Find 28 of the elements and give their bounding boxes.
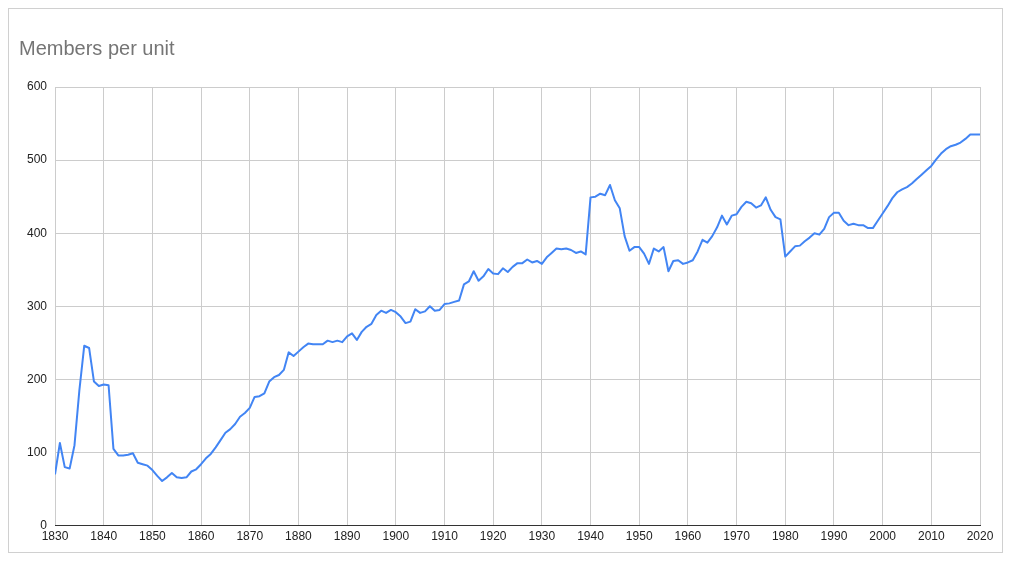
x-tick-label: 2010 [917, 529, 945, 544]
chart-title: Members per unit [19, 36, 176, 59]
x-tick-label: 1900 [382, 529, 410, 544]
x-tick-label: 1970 [723, 529, 751, 544]
x-tick-label: 1870 [236, 529, 264, 544]
y-tick-label: 300 [26, 298, 48, 313]
x-tick-label: 2000 [869, 529, 897, 544]
x-tick-label: 1890 [333, 529, 361, 544]
x-tick-label: 1850 [139, 529, 167, 544]
x-tick-label: 1920 [479, 529, 507, 544]
y-tick-label: 600 [26, 79, 48, 94]
x-tick-label: 1930 [528, 529, 556, 544]
x-tick-label: 1880 [285, 529, 313, 544]
y-tick-label: 0 [40, 517, 48, 532]
y-tick-label: 400 [26, 225, 48, 240]
x-tick-label: 1910 [431, 529, 459, 544]
x-tick-label: 1950 [625, 529, 653, 544]
y-tick-label: 200 [26, 371, 48, 386]
x-tick-label: 1830 [41, 529, 69, 544]
y-tick-label: 100 [26, 444, 48, 459]
x-tick-label: 1840 [90, 529, 118, 544]
x-tick-label: 2020 [966, 529, 994, 544]
x-tick-label: 1940 [577, 529, 605, 544]
x-tick-label: 1960 [674, 529, 702, 544]
x-tick-label: 1860 [187, 529, 215, 544]
x-tick-label: 1980 [771, 529, 799, 544]
x-tick-label: 1990 [820, 529, 848, 544]
y-tick-label: 500 [26, 152, 48, 167]
